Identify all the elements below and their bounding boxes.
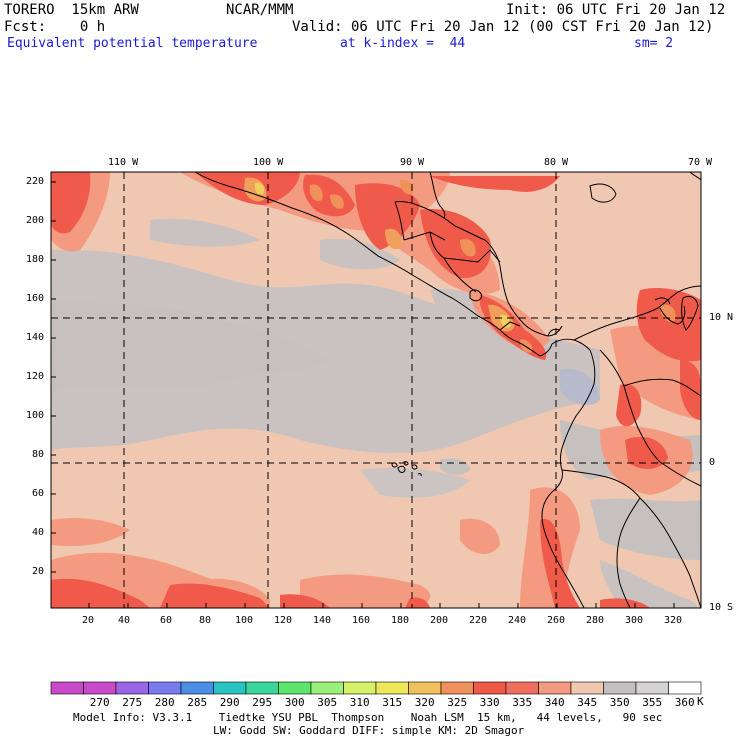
colorbar-swatch — [668, 681, 702, 695]
y-tick-140: 140 — [26, 332, 45, 343]
y-tick-200: 200 — [26, 215, 45, 226]
theta-e-field — [51, 172, 701, 608]
lat-label-10n: 10 N — [709, 312, 734, 323]
colorbar-swatch — [83, 681, 117, 695]
valid-time: Valid: 06 UTC Fri 20 Jan 12 (00 CST Fri … — [292, 19, 714, 35]
colorbar-label: 350 — [609, 696, 630, 709]
colorbar-swatch — [343, 681, 377, 695]
colorbar-unit: K — [697, 695, 704, 708]
colorbar-swatch — [278, 681, 312, 695]
lon-label-90w: 90 W — [400, 157, 425, 168]
colorbar-label: 310 — [349, 696, 370, 709]
colorbar-swatch — [245, 681, 279, 695]
colorbar-label: 335 — [512, 696, 533, 709]
colorbar-label: 325 — [447, 696, 468, 709]
colorbar-swatch — [570, 681, 604, 695]
colorbar-label: 285 — [187, 696, 208, 709]
x-tick-220: 220 — [469, 615, 488, 626]
x-tick-240: 240 — [508, 615, 527, 626]
y-tick-220: 220 — [26, 176, 45, 187]
smoothing-value: sm= 2 — [634, 36, 674, 51]
y-tick-40: 40 — [32, 527, 45, 538]
colorbar-swatch — [213, 681, 247, 695]
axis-ticks — [51, 181, 675, 608]
lon-label-80w: 80 W — [544, 157, 569, 168]
model-info-line2: LW: Godd SW: Goddard DIFF: simple KM: 2D… — [213, 724, 525, 737]
colorbar-label: 290 — [219, 696, 240, 709]
x-tick-60: 60 — [160, 615, 173, 626]
init-time: Init: 06 UTC Fri 20 Jan 12 — [506, 2, 726, 18]
colorbar-swatch — [50, 681, 84, 695]
x-tick-300: 300 — [625, 615, 644, 626]
colorbar-swatch — [440, 681, 474, 695]
colorbar-label: 295 — [252, 696, 273, 709]
y-tick-80: 80 — [32, 449, 45, 460]
colorbar-swatch — [375, 681, 409, 695]
lon-label-100w: 100 W — [253, 157, 284, 168]
colorbar-label: 305 — [317, 696, 338, 709]
colorbar-label: 345 — [577, 696, 598, 709]
colorbar-swatch — [505, 681, 539, 695]
colorbar-swatch — [310, 681, 344, 695]
y-tick-160: 160 — [26, 293, 45, 304]
map-frame — [50, 171, 702, 609]
colorbar-swatch — [408, 681, 442, 695]
forecast-hour: Fcst: 0 h — [4, 19, 106, 35]
y-tick-120: 120 — [26, 371, 45, 382]
x-tick-280: 280 — [586, 615, 605, 626]
x-tick-160: 160 — [352, 615, 371, 626]
x-tick-120: 120 — [274, 615, 293, 626]
field-name: Equivalent potential temperature — [7, 36, 258, 51]
colorbar-label: 340 — [544, 696, 565, 709]
x-tick-200: 200 — [430, 615, 449, 626]
colorbar-swatch — [635, 681, 669, 695]
lat-lon-grid — [51, 172, 701, 608]
colorbar-swatch — [473, 681, 507, 695]
lon-label-70w: 70 W — [688, 157, 713, 168]
lat-label-0: 0 — [709, 457, 716, 468]
colorbar-swatch — [538, 681, 572, 695]
colorbar-label: 270 — [89, 696, 110, 709]
x-tick-40: 40 — [118, 615, 131, 626]
model-info-line1: Model Info: V3.3.1 Tiedtke YSU PBL Thomp… — [73, 711, 663, 724]
coastlines — [194, 171, 702, 609]
colorbar-swatch — [603, 681, 637, 695]
y-tick-180: 180 — [26, 254, 45, 265]
y-tick-100: 100 — [26, 410, 45, 421]
colorbar-label: 315 — [382, 696, 403, 709]
model-title: TORERO 15km ARW — [4, 2, 139, 18]
x-tick-100: 100 — [235, 615, 254, 626]
colorbar-label: 275 — [122, 696, 143, 709]
colorbar-label: 280 — [154, 696, 175, 709]
colorbar-label: 360 — [674, 696, 695, 709]
colorbar-swatch — [115, 681, 149, 695]
x-tick-320: 320 — [664, 615, 683, 626]
level-index: at k-index = 44 — [340, 36, 466, 51]
y-tick-60: 60 — [32, 488, 45, 499]
colorbar-label: 320 — [414, 696, 435, 709]
colorbar-label: 330 — [479, 696, 500, 709]
colorbar-swatch — [180, 681, 214, 695]
x-tick-180: 180 — [391, 615, 410, 626]
colorbar-swatch — [148, 681, 182, 695]
y-tick-20: 20 — [32, 566, 45, 577]
organization-label: NCAR/MMM — [226, 2, 294, 18]
x-tick-260: 260 — [547, 615, 566, 626]
x-tick-140: 140 — [313, 615, 332, 626]
x-tick-20: 20 — [82, 615, 95, 626]
colorbar-label: 355 — [642, 696, 663, 709]
lon-label-110w: 110 W — [108, 157, 139, 168]
x-tick-80: 80 — [199, 615, 212, 626]
colorbar-label: 300 — [284, 696, 305, 709]
lat-label-10s: 10 S — [709, 602, 734, 613]
